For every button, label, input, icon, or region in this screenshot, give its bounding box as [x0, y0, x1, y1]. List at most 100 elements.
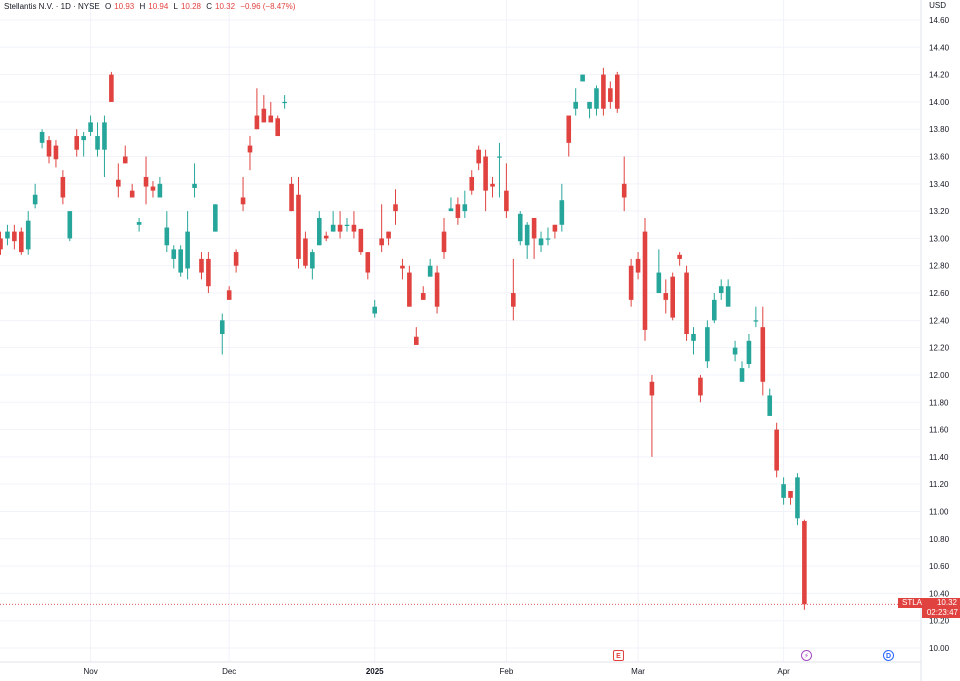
time-tick-label: Nov — [83, 667, 97, 676]
candle — [102, 115, 107, 177]
candle-body — [261, 108, 267, 123]
price-tick-label: 10.40 — [929, 589, 950, 598]
close-label: C — [206, 2, 213, 11]
candle-body — [677, 254, 682, 259]
candle-body — [150, 186, 156, 191]
candle-body — [614, 74, 620, 109]
candle — [95, 122, 100, 157]
price-axis[interactable]: 10.00 10.20 10.40 10.60 10.80 11.00 11.20 11.40… — [929, 16, 950, 653]
candle-body — [53, 145, 59, 160]
candle-body — [192, 183, 197, 188]
candle-body — [122, 156, 128, 164]
candle-body — [545, 238, 551, 240]
candle-body — [760, 327, 766, 382]
currency-label[interactable]: USD — [929, 1, 946, 10]
dividend-event-icon[interactable]: D — [883, 650, 894, 661]
candle — [545, 227, 551, 246]
candle — [427, 258, 433, 277]
candle — [226, 286, 232, 300]
price-tick-label: 14.20 — [929, 71, 950, 80]
candle — [448, 197, 454, 212]
close-value: 10.32 — [215, 2, 236, 11]
candle-body — [587, 101, 592, 109]
candle-body — [476, 149, 481, 164]
candle-body — [434, 272, 440, 307]
candle — [718, 279, 724, 300]
candle — [199, 252, 204, 280]
candle — [414, 327, 419, 345]
candle — [774, 422, 779, 478]
candle — [462, 190, 468, 218]
candle — [282, 95, 287, 109]
candle — [400, 258, 405, 280]
bar-countdown: 02:23:47 — [922, 608, 960, 618]
price-tick-label: 12.80 — [929, 262, 950, 271]
split-event-icon[interactable]: ⚡ — [801, 650, 812, 661]
candle — [213, 204, 218, 232]
candle-body — [233, 252, 239, 266]
candle — [504, 163, 509, 218]
price-tick-label: 12.20 — [929, 344, 950, 353]
candle-body — [18, 231, 24, 253]
candle — [601, 67, 606, 116]
candle — [344, 217, 350, 232]
candle — [725, 279, 731, 307]
candle-body — [774, 429, 779, 471]
candles-group — [0, 67, 807, 610]
candle — [393, 189, 398, 225]
candle-body — [746, 340, 752, 365]
candle — [767, 388, 773, 416]
candle-body — [594, 88, 599, 109]
candle — [434, 265, 440, 314]
time-tick-label: Feb — [499, 667, 513, 676]
candle-body — [483, 156, 488, 191]
candle — [129, 183, 135, 198]
candle — [511, 258, 516, 321]
candle — [330, 211, 336, 232]
candle-body — [282, 101, 287, 104]
candle — [178, 245, 183, 277]
open-value: 10.93 — [114, 2, 135, 11]
candle — [538, 231, 544, 253]
candle-body — [171, 249, 177, 259]
candle-body — [414, 336, 419, 345]
candle-body — [240, 197, 246, 205]
candle-body — [109, 74, 114, 102]
candle — [296, 177, 301, 269]
last-price-tag: STLA 10.32 02:23:47 — [898, 598, 960, 618]
candle — [53, 140, 59, 168]
earnings-event-icon[interactable]: E — [613, 650, 624, 661]
low-value: 10.28 — [180, 2, 202, 11]
candle — [573, 88, 578, 116]
candle-body — [67, 211, 73, 239]
candle — [642, 217, 648, 341]
candle-body — [310, 252, 315, 269]
time-axis[interactable]: Nov Dec 2025 Feb Mar Apr — [83, 667, 790, 676]
candle-body — [5, 231, 10, 239]
candle-body — [316, 217, 322, 246]
candle — [18, 227, 24, 255]
price-tick-label: 10.80 — [929, 535, 950, 544]
candle — [788, 491, 793, 505]
candle — [219, 313, 225, 355]
high-label: H — [139, 2, 146, 11]
candle-body — [663, 293, 669, 300]
candle-body — [393, 204, 398, 212]
candle — [635, 252, 641, 280]
candle-body — [219, 320, 225, 334]
candle-body — [621, 183, 627, 198]
candle-body — [455, 204, 461, 218]
candle — [268, 101, 274, 123]
candle-body — [178, 249, 183, 273]
candle-body — [102, 122, 107, 150]
symbol-title[interactable]: Stellantis N.V. · 1D · NYSE — [4, 2, 100, 11]
candle — [524, 222, 530, 259]
candle-body — [517, 213, 523, 242]
candle-body — [732, 347, 738, 355]
candle-body — [386, 231, 391, 239]
candle — [0, 231, 3, 255]
candle-body — [511, 293, 516, 307]
candle-body — [407, 272, 412, 307]
candle-body — [608, 88, 613, 102]
